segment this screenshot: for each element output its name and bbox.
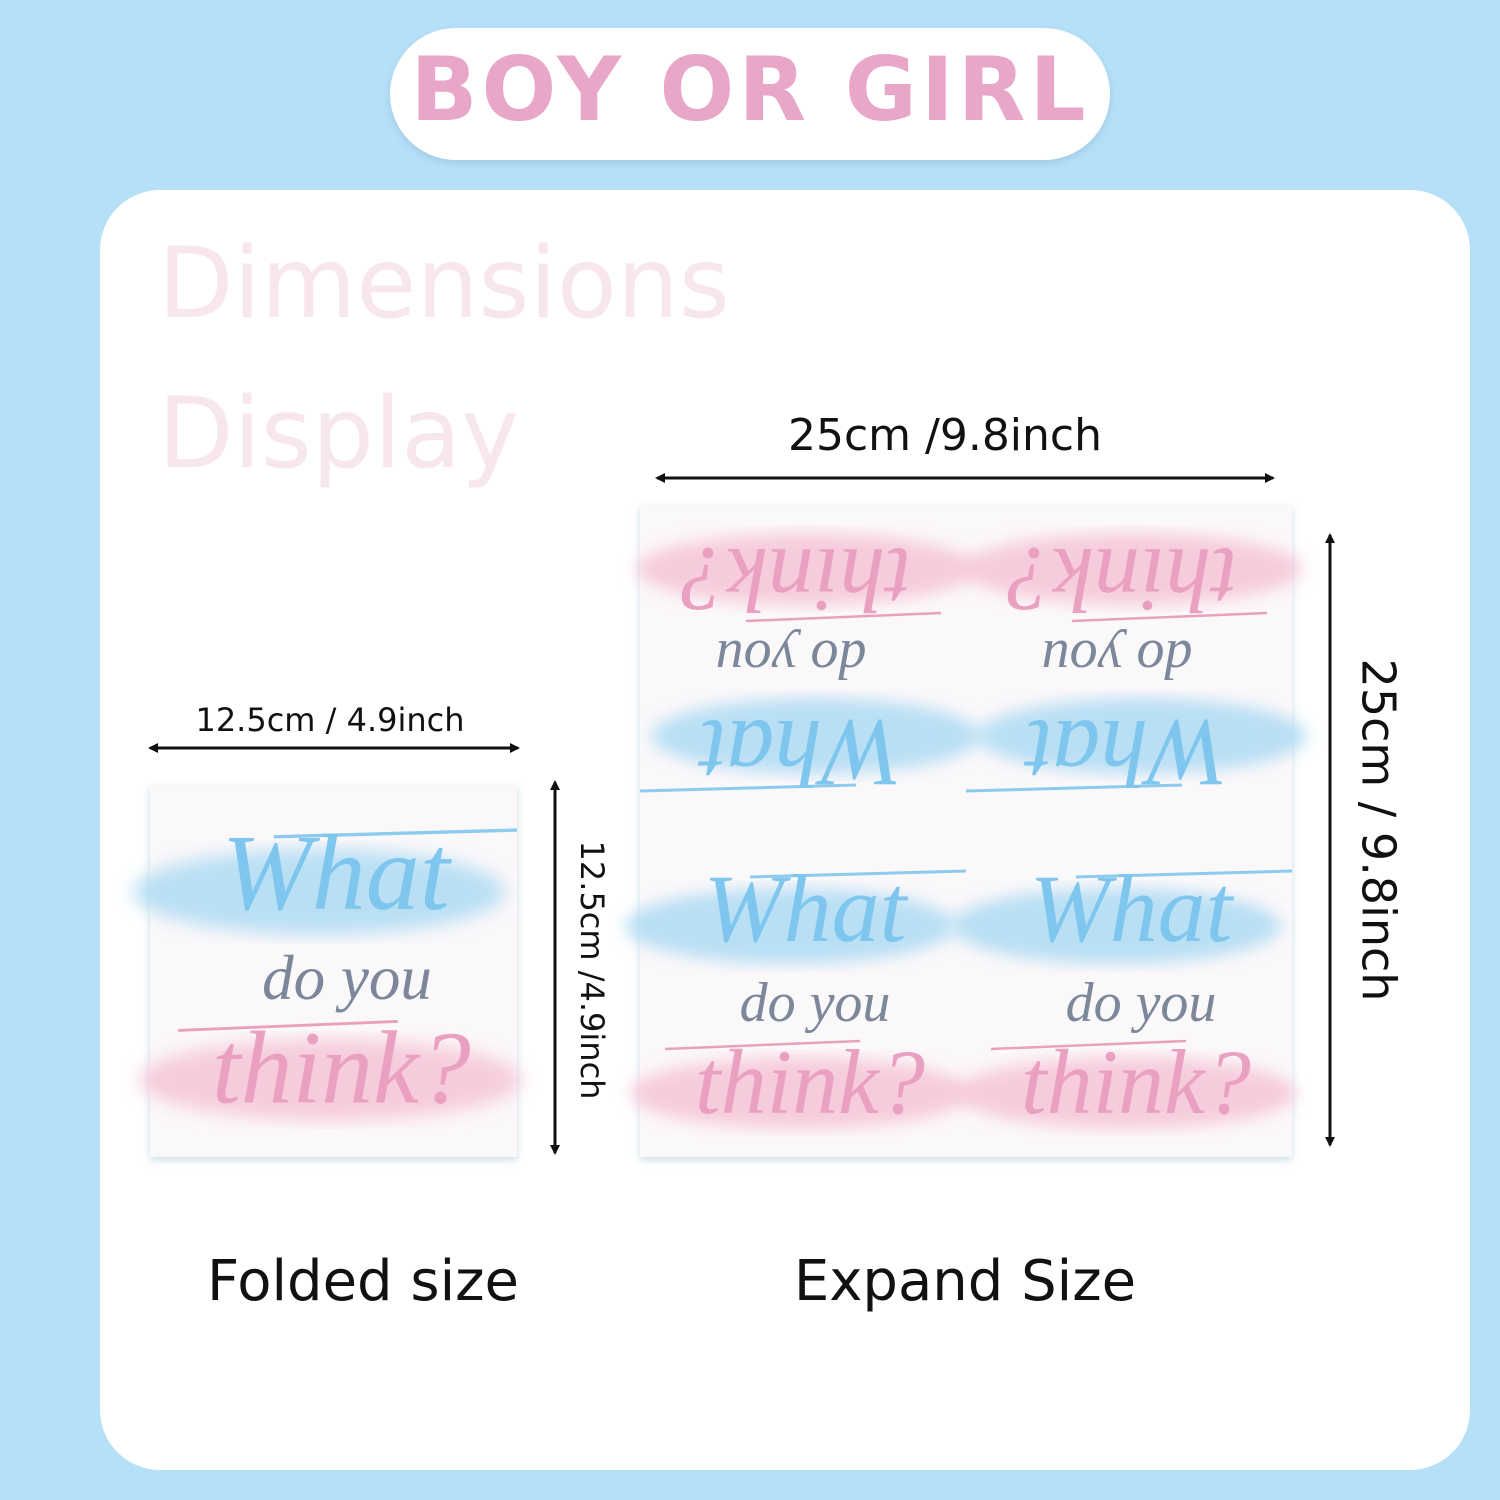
stroke-line [1075,869,1293,879]
header-pill [390,28,1110,160]
caption: Folded size [207,1249,519,1314]
napkin-text: think? [695,1031,925,1133]
napkin-text: do you [716,628,867,690]
napkin-text: think? [1007,529,1237,631]
brush-blue [133,849,505,935]
napkin-text: do you [740,972,891,1034]
stroke-line [1071,611,1268,623]
brush-pink [962,533,1302,605]
stroke-line [664,1039,861,1051]
brush-pink [138,1039,522,1121]
stroke-line [749,869,967,879]
dimension-label: 12.5cm / 4.9inch [195,701,464,739]
napkin-text: What [222,814,453,933]
brush-blue [977,698,1307,774]
napkin-text: think? [212,1011,471,1125]
brush-blue [951,888,1281,964]
napkin-text: What [1023,700,1228,807]
stroke-line [273,828,518,839]
napkin-text: What [1030,855,1235,962]
stroke-line [178,1020,398,1032]
brush-blue [625,888,955,964]
stroke-line [990,1039,1187,1051]
brush-pink [956,1057,1296,1129]
napkin-text: think? [681,529,911,631]
stroke-line [639,783,857,793]
header-title: BOY OR GIRL [410,38,1089,141]
brush-blue [651,698,981,774]
napkin-text: do you [262,943,432,1013]
napkin-text: do you [1042,628,1193,690]
napkin-text: What [697,700,902,807]
dimension-label: 25cm /9.8inch [788,410,1102,461]
brush-pink [636,533,976,605]
napkin-text: do you [1066,972,1217,1034]
watermark: Dimensions [158,227,730,341]
stroke-line [965,783,1183,793]
stroke-line [745,611,942,623]
dimension-label: 12.5cm /4.9inch [573,841,611,1100]
watermark: Display [158,377,519,491]
napkin-text: think? [1021,1031,1251,1133]
napkin-expanded [640,505,1292,1157]
dimension-label: 25cm / 9.8inch [1352,659,1406,1002]
caption: Expand Size [794,1249,1136,1314]
brush-pink [630,1057,970,1129]
napkin-text: What [704,855,909,962]
